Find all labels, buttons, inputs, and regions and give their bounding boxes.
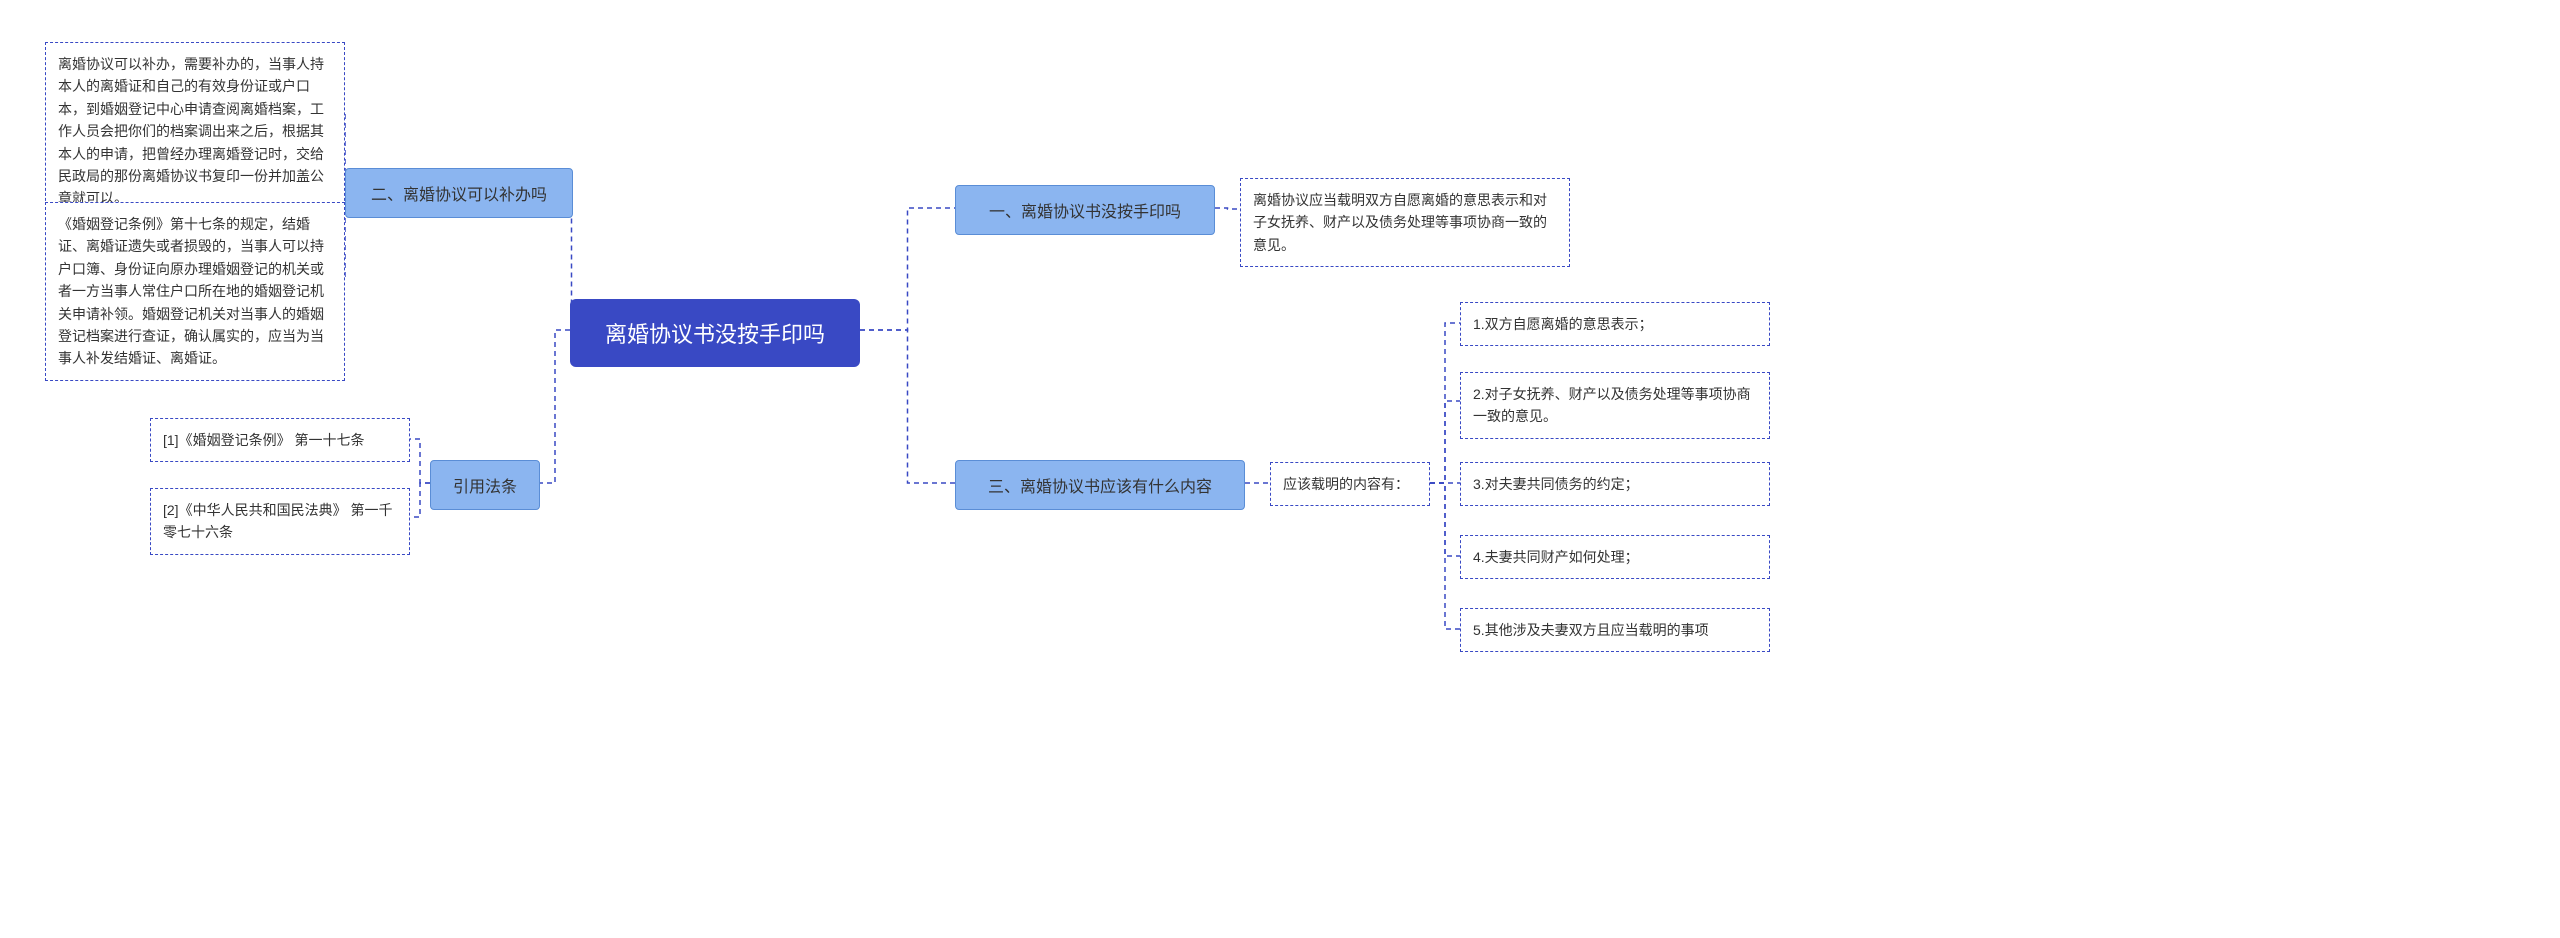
right-leaf-1-0: 应该载明的内容有：: [1270, 462, 1430, 506]
right-leaf-1-0-child-3: 4.夫妻共同财产如何处理；: [1460, 535, 1770, 579]
left-leaf-0-0: 离婚协议可以补办，需要补办的，当事人持本人的离婚证和自己的有效身份证或户口本，到…: [45, 42, 345, 221]
left-leaf-1-1: [2]《中华人民共和国民法典》 第一千零七十六条: [150, 488, 410, 555]
right-leaf-0-0: 离婚协议应当载明双方自愿离婚的意思表示和对子女抚养、财产以及债务处理等事项协商一…: [1240, 178, 1570, 267]
center-node: 离婚协议书没按手印吗: [570, 299, 860, 367]
left-leaf-0-1: 《婚姻登记条例》第十七条的规定，结婚证、离婚证遗失或者损毁的，当事人可以持户口簿…: [45, 202, 345, 381]
right-branch-1: 三、离婚协议书应该有什么内容: [955, 460, 1245, 510]
left-branch-0: 二、离婚协议可以补办吗: [345, 168, 573, 218]
left-branch-1: 引用法条: [430, 460, 540, 510]
right-leaf-1-0-child-1: 2.对子女抚养、财产以及债务处理等事项协商一致的意见。: [1460, 372, 1770, 439]
right-branch-0: 一、离婚协议书没按手印吗: [955, 185, 1215, 235]
right-leaf-1-0-child-2: 3.对夫妻共同债务的约定；: [1460, 462, 1770, 506]
right-leaf-1-0-child-4: 5.其他涉及夫妻双方且应当载明的事项: [1460, 608, 1770, 652]
left-leaf-1-0: [1]《婚姻登记条例》 第一十七条: [150, 418, 410, 462]
right-leaf-1-0-child-0: 1.双方自愿离婚的意思表示；: [1460, 302, 1770, 346]
